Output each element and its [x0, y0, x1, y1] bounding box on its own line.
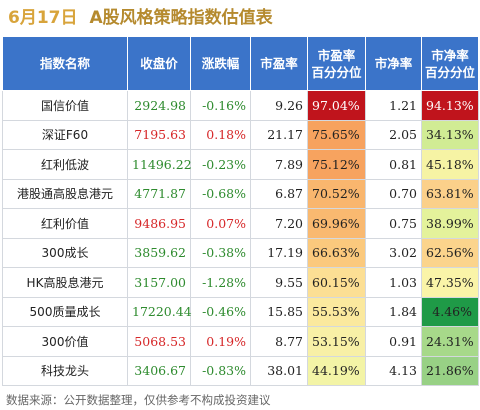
pb-cell: 0.75	[365, 208, 422, 239]
close-price-cell: 2924.98	[127, 90, 191, 121]
pb-percentile-cell: 34.13%	[421, 119, 479, 150]
change-pct-cell: 0.07%	[190, 208, 251, 239]
title-date: 6月17日	[8, 8, 78, 28]
table-row: 300价值 5068.53 0.19% 8.77 53.15% 0.91 24.31%	[2, 326, 479, 357]
header-close: 收盘价	[127, 36, 191, 91]
table-row: 红利低波 11496.22 -0.23% 7.89 75.12% 0.81 45.18%	[2, 149, 479, 180]
close-price-cell: 3406.67	[127, 355, 191, 386]
header-pe-percentile-line1: 市盈率	[317, 47, 356, 63]
pe-cell: 6.87	[250, 178, 308, 209]
pe-percentile-cell: 53.15%	[307, 326, 366, 357]
pe-percentile-cell: 97.04%	[307, 90, 366, 121]
change-pct-cell: -0.16%	[190, 90, 251, 121]
header-pb: 市净率	[365, 36, 422, 91]
pb-percentile-cell: 45.18%	[421, 149, 479, 180]
table-row: 红利价值 9486.95 0.07% 7.20 69.96% 0.75 38.99%	[2, 208, 479, 239]
header-pe: 市盈率	[250, 36, 308, 91]
pe-cell: 8.77	[250, 326, 308, 357]
pb-percentile-cell: 63.81%	[421, 178, 479, 209]
pb-cell: 1.21	[365, 90, 422, 121]
pe-percentile-cell: 69.96%	[307, 208, 366, 239]
index-name-cell: 科技龙头	[2, 355, 128, 386]
pe-cell: 9.26	[250, 90, 308, 121]
pe-percentile-cell: 75.12%	[307, 149, 366, 180]
header-pb-percentile: 市净率 百分分位	[421, 36, 479, 91]
index-name-cell: 300成长	[2, 237, 128, 268]
close-price-cell: 11496.22	[127, 149, 192, 180]
page-title: 6月17日 A股风格策略指数估值表	[8, 6, 273, 30]
close-price-cell: 17220.44	[127, 296, 192, 327]
pe-cell: 38.01	[250, 355, 308, 386]
change-pct-cell: -0.83%	[190, 355, 251, 386]
pe-percentile-cell: 60.15%	[307, 267, 366, 298]
valuation-table: 指数名称 收盘价 涨跌幅 市盈率 市盈率 百分分位 市净率 市净率 百分分位 国…	[2, 36, 479, 386]
header-pe-percentile: 市盈率 百分分位	[307, 36, 366, 91]
index-name-cell: 红利低波	[2, 149, 128, 180]
header-name: 指数名称	[2, 36, 128, 91]
change-pct-cell: -1.28%	[190, 267, 251, 298]
close-price-cell: 7195.63	[127, 119, 191, 150]
header-pb-percentile-line1: 市净率	[431, 47, 469, 63]
pb-cell: 1.84	[365, 296, 422, 327]
change-pct-cell: -0.68%	[190, 178, 251, 209]
index-name-cell: 港股通高股息港元	[2, 178, 128, 209]
pe-cell: 17.19	[250, 237, 308, 268]
pb-cell: 4.13	[365, 355, 422, 386]
pb-cell: 3.02	[365, 237, 422, 268]
pb-percentile-cell: 94.13%	[421, 90, 479, 121]
pb-percentile-cell: 38.99%	[421, 208, 479, 239]
index-name-cell: 300价值	[2, 326, 128, 357]
table-row: 深证F60 7195.63 0.18% 21.17 75.65% 2.05 34.13%	[2, 119, 479, 150]
pe-cell: 7.20	[250, 208, 308, 239]
table-row: 300成长 3859.62 -0.38% 17.19 66.63% 3.02 62.56%	[2, 237, 479, 268]
table-row: 国信价值 2924.98 -0.16% 9.26 97.04% 1.21 94.13%	[2, 90, 479, 121]
pe-percentile-cell: 44.19%	[307, 355, 366, 386]
close-price-cell: 3157.00	[127, 267, 191, 298]
close-price-cell: 5068.53	[127, 326, 191, 357]
pe-cell: 7.89	[250, 149, 308, 180]
pe-percentile-cell: 75.65%	[307, 119, 366, 150]
change-pct-cell: 0.19%	[190, 326, 251, 357]
data-source-note: 数据来源：公开数据整理，仅供参考不构成投资建议	[6, 393, 271, 407]
close-price-cell: 9486.95	[127, 208, 191, 239]
title-text: A股风格策略指数估值表	[89, 8, 273, 28]
index-name-cell: 500质量成长	[2, 296, 128, 327]
change-pct-cell: 0.18%	[190, 119, 251, 150]
close-price-cell: 4771.87	[127, 178, 191, 209]
pb-cell: 2.05	[365, 119, 422, 150]
pe-percentile-cell: 55.53%	[307, 296, 366, 327]
pe-percentile-cell: 66.63%	[307, 237, 366, 268]
pb-percentile-cell: 24.31%	[421, 326, 479, 357]
pb-percentile-cell: 62.56%	[421, 237, 479, 268]
table-header-row: 指数名称 收盘价 涨跌幅 市盈率 市盈率 百分分位 市净率 市净率 百分分位	[2, 36, 479, 91]
table-row: 500质量成长 17220.44 -0.46% 15.85 55.53% 1.84 4.46…	[2, 296, 479, 327]
pb-percentile-cell: 4.46%	[421, 296, 479, 327]
index-name-cell: 深证F60	[2, 119, 128, 150]
header-pb-percentile-line2: 百分分位	[424, 64, 475, 80]
pe-cell: 21.17	[250, 119, 308, 150]
table-body: 国信价值 2924.98 -0.16% 9.26 97.04% 1.21 94.13% 深证F…	[2, 90, 479, 386]
pb-cell: 0.91	[365, 326, 422, 357]
pe-percentile-cell: 70.52%	[307, 178, 366, 209]
change-pct-cell: -0.38%	[190, 237, 251, 268]
pe-cell: 9.55	[250, 267, 308, 298]
header-change: 涨跌幅	[190, 36, 251, 91]
pe-cell: 15.85	[250, 296, 308, 327]
table-row: HK高股息港元 3157.00 -1.28% 9.55 60.15% 1.03 47.35%	[2, 267, 479, 298]
table-row: 港股通高股息港元 4771.87 -0.68% 6.87 70.52% 0.70 63.81…	[2, 178, 479, 209]
close-price-cell: 3859.62	[127, 237, 191, 268]
pb-cell: 1.03	[365, 267, 422, 298]
pb-percentile-cell: 47.35%	[421, 267, 479, 298]
pb-cell: 0.70	[365, 178, 422, 209]
header-pe-percentile-line2: 百分分位	[311, 64, 362, 80]
change-pct-cell: -0.46%	[190, 296, 251, 327]
index-name-cell: 红利价值	[2, 208, 128, 239]
index-name-cell: HK高股息港元	[2, 267, 128, 298]
table-row: 科技龙头 3406.67 -0.83% 38.01 44.19% 4.13 21.86%	[2, 355, 479, 386]
index-name-cell: 国信价值	[2, 90, 128, 121]
change-pct-cell: -0.23%	[190, 149, 251, 180]
pb-cell: 0.81	[365, 149, 422, 180]
pb-percentile-cell: 21.86%	[421, 355, 479, 386]
